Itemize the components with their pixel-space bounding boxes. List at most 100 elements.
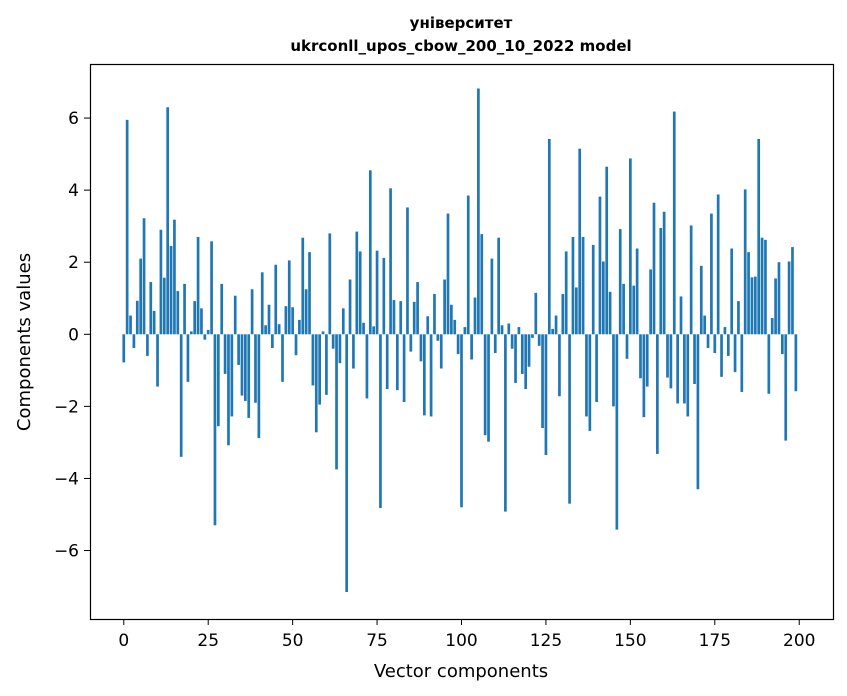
bar bbox=[585, 334, 588, 417]
y-tick-label: −2 bbox=[54, 397, 79, 417]
bar bbox=[254, 334, 257, 403]
bar bbox=[601, 261, 605, 335]
bar bbox=[460, 334, 463, 508]
bar bbox=[247, 334, 251, 418]
bar bbox=[652, 202, 656, 335]
bar bbox=[473, 297, 477, 335]
bar bbox=[770, 318, 774, 335]
bar bbox=[787, 261, 791, 335]
bar bbox=[308, 252, 311, 335]
bar bbox=[703, 315, 707, 335]
bar bbox=[683, 334, 686, 404]
bar bbox=[220, 283, 224, 335]
bar bbox=[223, 334, 227, 374]
bar bbox=[433, 293, 436, 335]
bar bbox=[551, 328, 555, 335]
bar bbox=[213, 334, 217, 526]
bar bbox=[689, 225, 693, 335]
bar bbox=[301, 237, 305, 335]
bar bbox=[591, 244, 595, 335]
bar bbox=[331, 334, 335, 349]
bar bbox=[450, 304, 453, 335]
bar bbox=[291, 307, 294, 335]
bar bbox=[527, 334, 531, 367]
bar bbox=[362, 322, 365, 335]
bar bbox=[753, 276, 757, 335]
bar bbox=[774, 278, 777, 335]
chart-subtitle: ukrconll_upos_cbow_200_10_2022 model bbox=[290, 37, 631, 55]
y-tick-label: −6 bbox=[54, 542, 79, 562]
bar bbox=[656, 334, 659, 454]
bar bbox=[737, 301, 740, 335]
bar bbox=[169, 246, 173, 335]
bar bbox=[480, 234, 484, 335]
bar bbox=[581, 236, 585, 335]
bar bbox=[203, 334, 207, 340]
bar bbox=[686, 334, 690, 417]
bar bbox=[483, 334, 487, 436]
bar bbox=[747, 252, 750, 335]
bar bbox=[598, 196, 602, 335]
bar bbox=[676, 334, 679, 404]
bar bbox=[618, 229, 622, 335]
bar bbox=[244, 334, 247, 401]
bar bbox=[757, 138, 761, 335]
bar bbox=[649, 269, 652, 335]
bar bbox=[260, 272, 264, 335]
bar bbox=[558, 334, 561, 397]
y-tick-label: −4 bbox=[54, 469, 79, 489]
bar bbox=[696, 334, 700, 490]
bar bbox=[672, 111, 676, 335]
bar bbox=[625, 334, 629, 359]
x-tick-label: 50 bbox=[282, 631, 304, 651]
x-tick-label: 175 bbox=[699, 631, 731, 651]
y-axis-label: Components values bbox=[14, 253, 35, 431]
bar bbox=[227, 334, 230, 446]
bar bbox=[325, 334, 328, 395]
bar bbox=[439, 334, 443, 369]
bar bbox=[379, 334, 382, 508]
bar bbox=[466, 195, 470, 335]
x-axis-label: Vector components bbox=[374, 661, 548, 682]
bar bbox=[784, 334, 788, 441]
bar bbox=[608, 291, 612, 335]
bar bbox=[135, 300, 139, 335]
bar bbox=[726, 334, 730, 356]
bar bbox=[352, 334, 355, 369]
x-axis-ticks: 0 25 50 75 100 125 150 175 200 bbox=[118, 619, 815, 651]
bar bbox=[176, 291, 180, 335]
bar bbox=[706, 334, 710, 348]
bar bbox=[487, 334, 490, 442]
y-tick-label: 4 bbox=[68, 181, 79, 201]
bar bbox=[791, 247, 794, 335]
bar bbox=[298, 319, 301, 335]
bar bbox=[635, 248, 639, 335]
bar bbox=[743, 189, 747, 335]
bar bbox=[426, 316, 430, 335]
bar bbox=[524, 334, 528, 390]
x-tick-label: 0 bbox=[118, 631, 129, 651]
bar bbox=[409, 334, 413, 352]
bar bbox=[382, 257, 386, 335]
bar bbox=[514, 334, 517, 383]
bar bbox=[554, 315, 558, 335]
bar bbox=[156, 334, 159, 387]
bar bbox=[541, 334, 544, 428]
bar bbox=[446, 213, 450, 335]
bar bbox=[368, 170, 372, 335]
bar bbox=[399, 301, 403, 335]
bar bbox=[794, 334, 798, 392]
bar bbox=[537, 334, 541, 346]
bar bbox=[271, 334, 274, 348]
bar bbox=[510, 334, 514, 349]
bars-group bbox=[122, 88, 798, 592]
bar bbox=[183, 283, 186, 335]
bar bbox=[385, 334, 389, 390]
x-tick-label: 25 bbox=[197, 631, 219, 651]
bar bbox=[358, 251, 362, 335]
bar bbox=[365, 334, 369, 399]
bar bbox=[193, 301, 197, 335]
bar bbox=[723, 327, 727, 335]
bar bbox=[159, 229, 163, 335]
bar bbox=[419, 334, 423, 362]
